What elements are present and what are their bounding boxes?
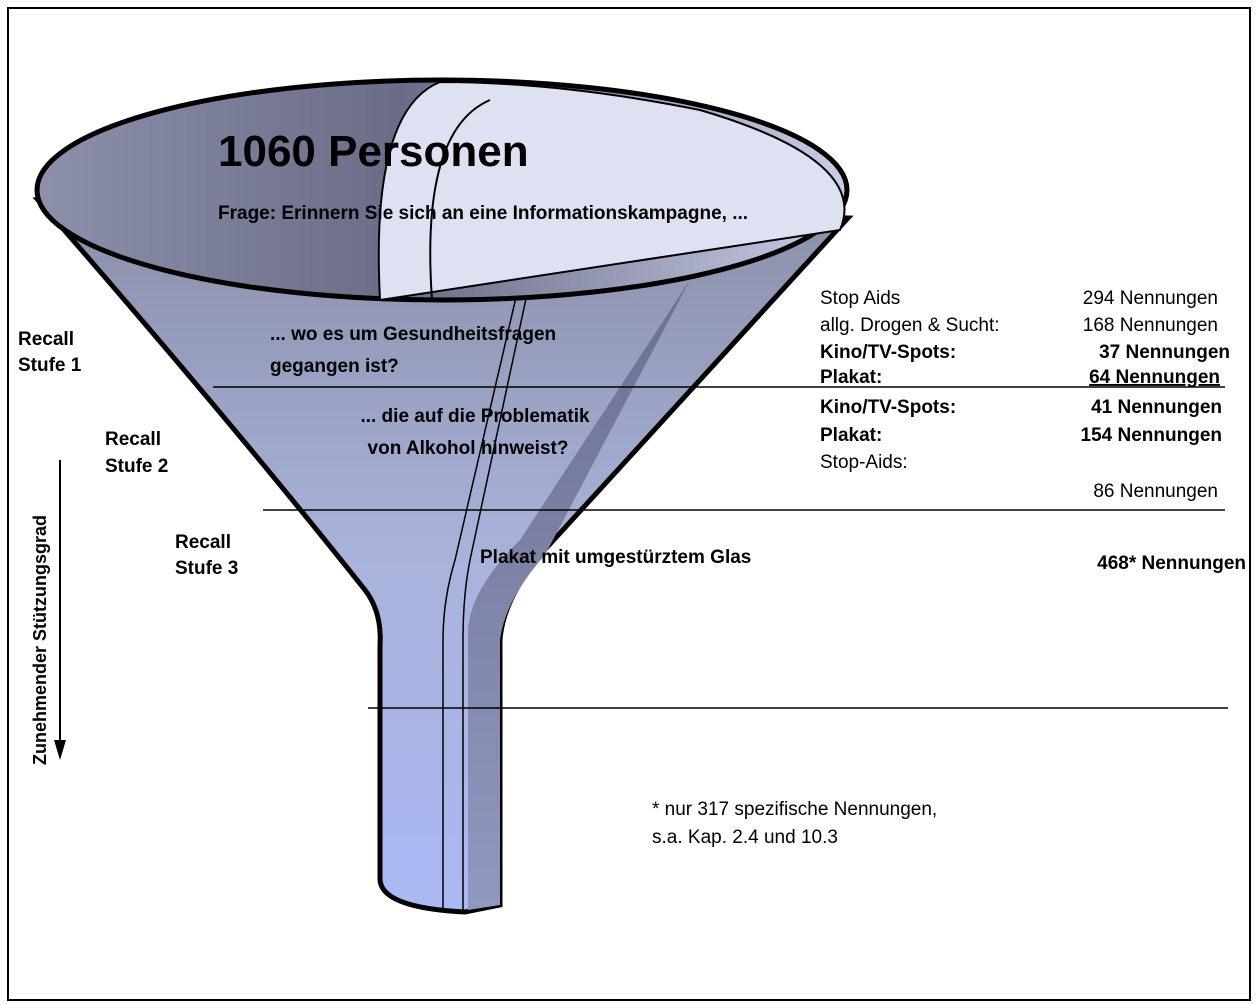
result-value: 86 Nennungen <box>1093 481 1218 502</box>
result-value: 37 Nennungen <box>1099 342 1230 363</box>
result-label: Stop Aids <box>820 288 900 309</box>
result-value: 294 Nennungen <box>1083 288 1218 309</box>
stage-label: Recall <box>175 532 231 553</box>
result-value: 41 Nennungen <box>1091 397 1222 418</box>
question: Frage: Erinnern Sie sich an eine Informa… <box>218 203 748 224</box>
result-value: 468* Nennungen <box>1097 553 1246 574</box>
heading: 1060 Personen <box>218 127 529 176</box>
stage-label: Recall <box>105 429 161 450</box>
result-label: Kino/TV-Spots: <box>820 397 956 418</box>
stage-question: von Alkohol hinweist? <box>368 438 569 459</box>
stage-label: Stufe 2 <box>105 456 168 477</box>
stage-question: Plakat mit umgestürztem Glas <box>480 547 751 568</box>
footnote: s.a. Kap. 2.4 und 10.3 <box>652 827 838 848</box>
footnote: * nur 317 spezifische Nennungen, <box>652 799 937 820</box>
result-value: 168 Nennungen <box>1083 315 1218 336</box>
result-label: Stop-Aids: <box>820 452 908 473</box>
result-label: allg. Drogen & Sucht: <box>820 315 1000 336</box>
axis-label: Zunehmender Stützungsgrad <box>30 515 50 765</box>
result-label: Kino/TV-Spots: <box>820 342 956 363</box>
stage-label: Stufe 3 <box>175 558 238 579</box>
result-label: Plakat: <box>820 367 882 388</box>
result-value: 64 Nennungen <box>1089 367 1220 388</box>
stage-question: gegangen ist? <box>270 356 399 377</box>
stage-label: Recall <box>18 329 74 350</box>
diagram: 1060 Personen Frage: Erinnern Sie sich a… <box>0 0 1260 1005</box>
stage-question: ... die auf die Problematik <box>360 406 590 427</box>
stage-question: ... wo es um Gesundheitsfragen <box>270 324 556 345</box>
stage-label: Stufe 1 <box>18 355 82 376</box>
result-value: 154 Nennungen <box>1081 425 1222 446</box>
result-label: Plakat: <box>820 425 882 446</box>
